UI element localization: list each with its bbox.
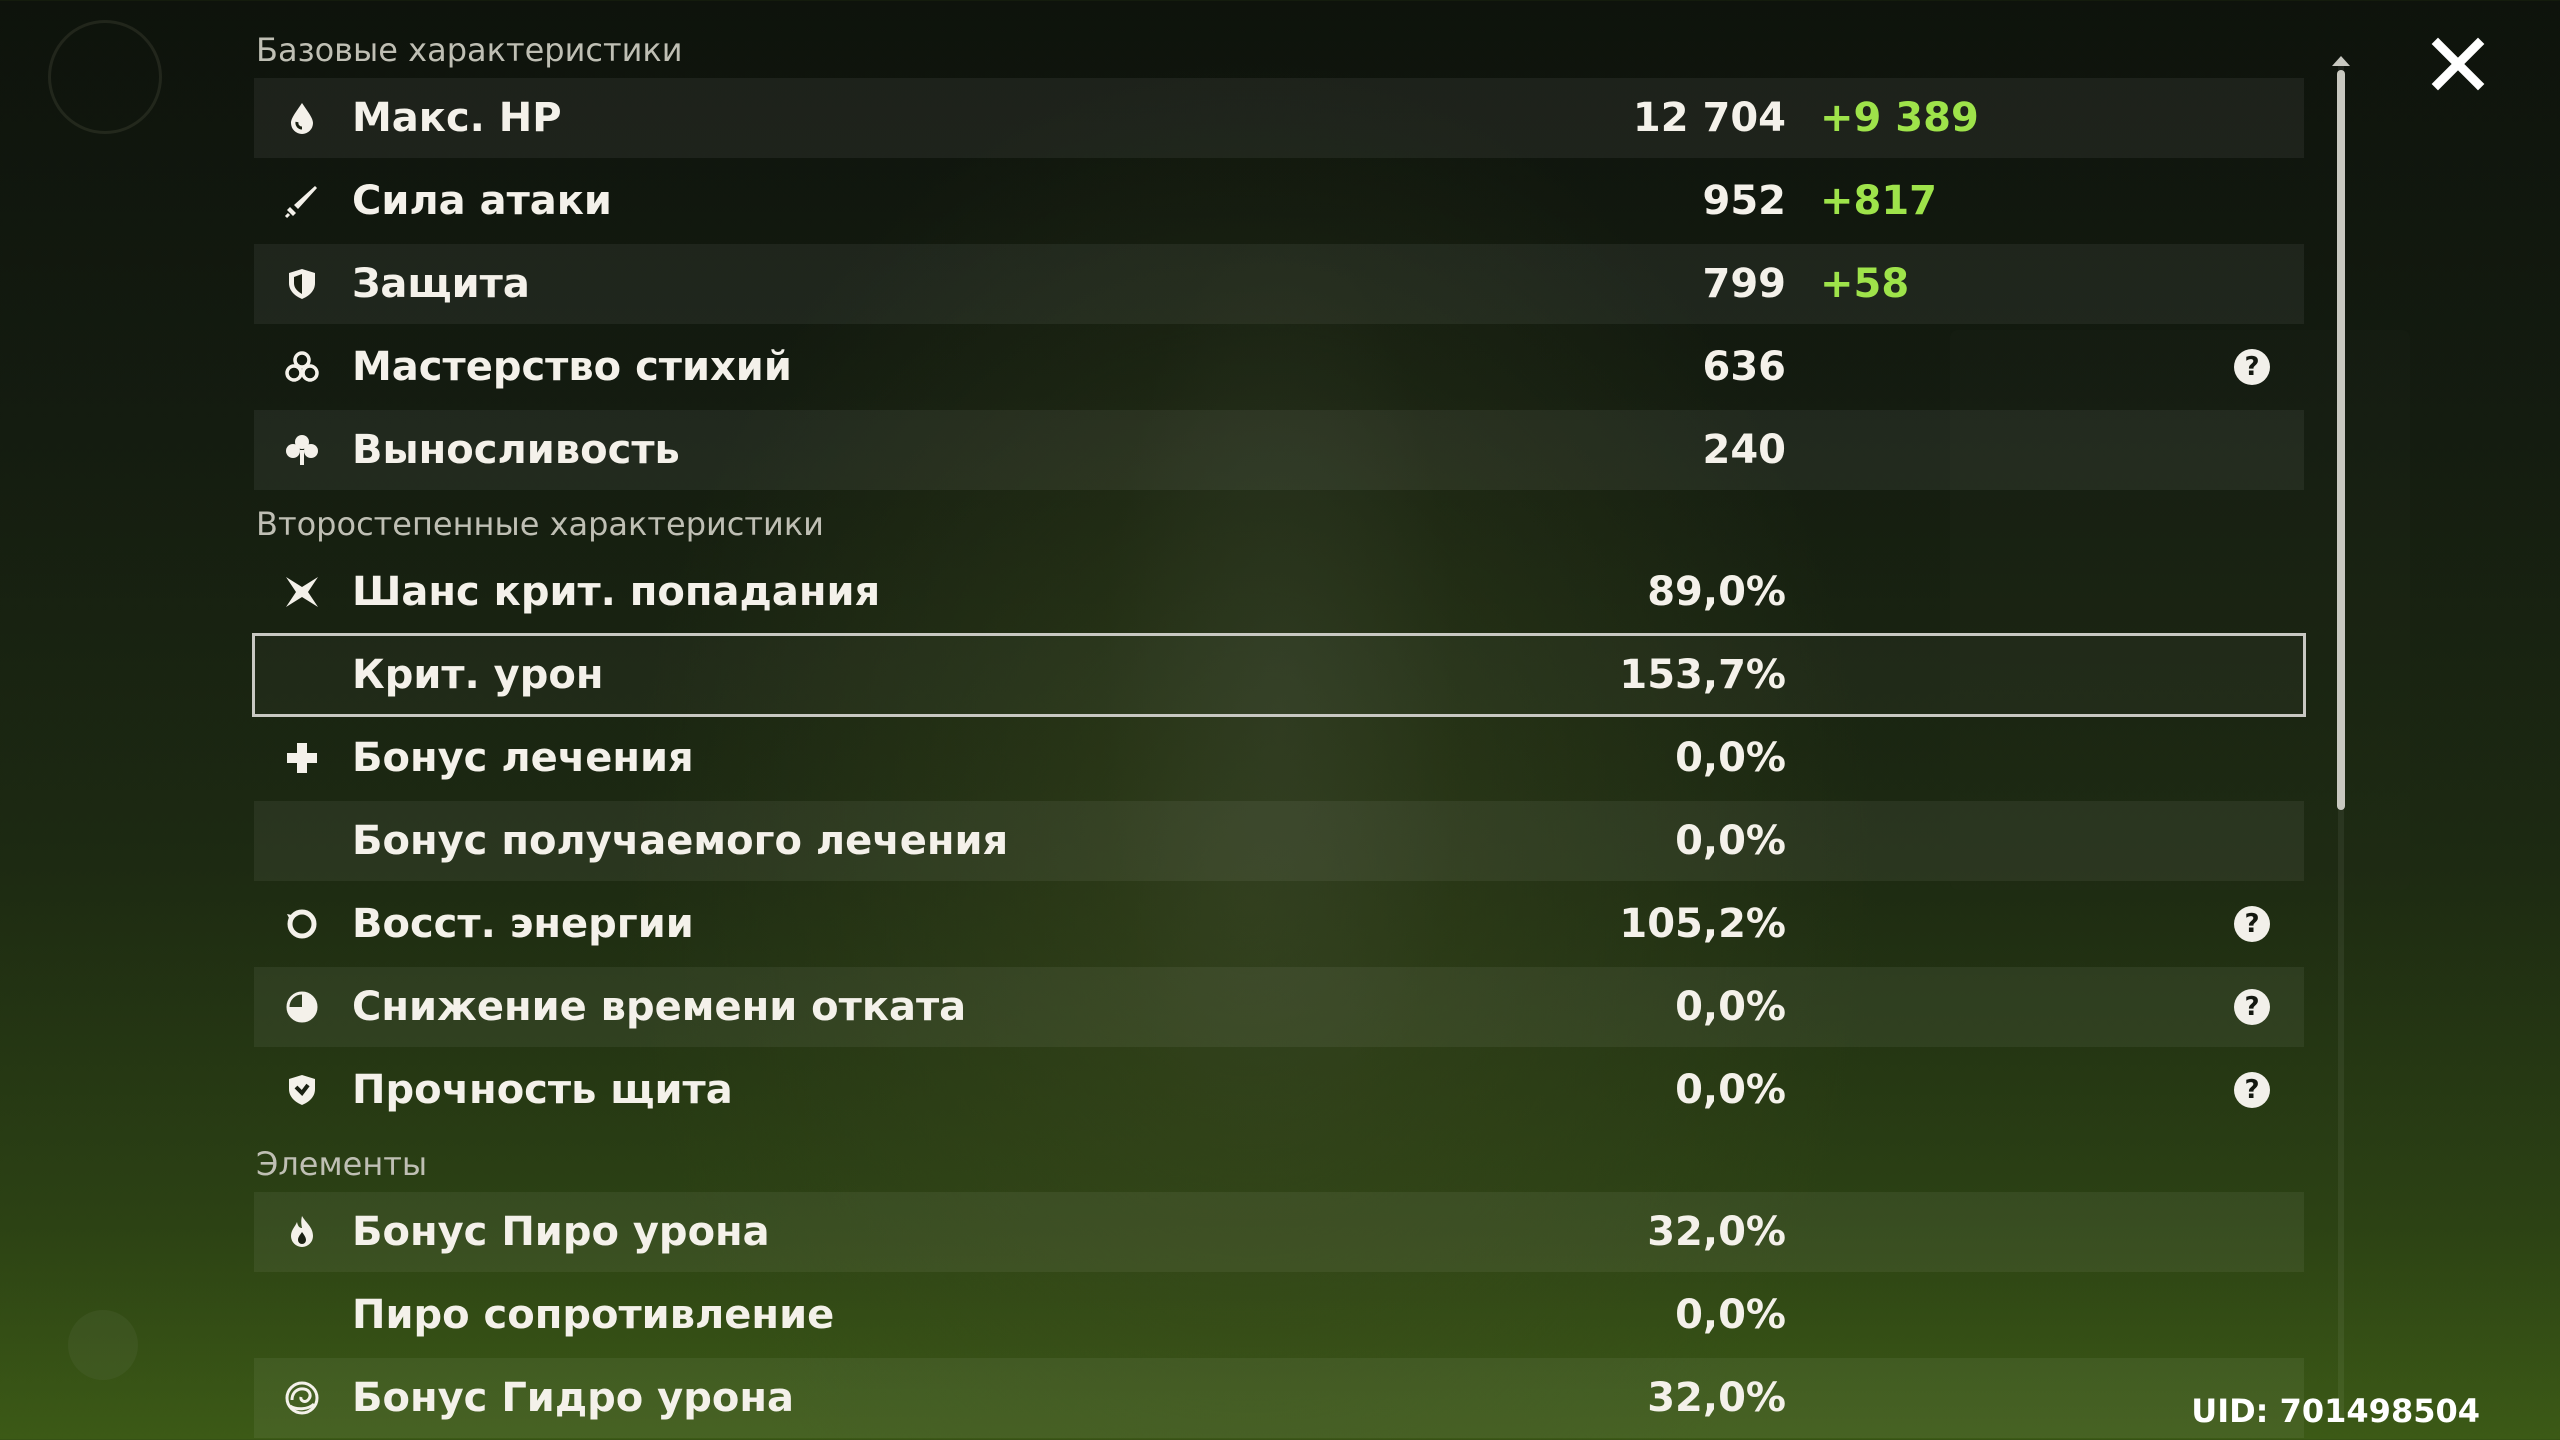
healing-cross-icon: [284, 740, 320, 776]
stat-bonus: +817: [1820, 178, 1938, 224]
stat-bonus: +58: [1820, 261, 1910, 307]
help-icon[interactable]: ?: [2234, 989, 2270, 1025]
hydro-icon: [284, 1380, 320, 1416]
stat-label: Мастерство стихий: [352, 344, 792, 390]
stat-label: Шанс крит. попадания: [352, 569, 881, 615]
stat-label: Снижение времени отката: [352, 984, 967, 1030]
sword-icon: [284, 183, 320, 219]
help-icon[interactable]: ?: [2234, 906, 2270, 942]
stat-value: 32,0%: [1647, 1209, 1786, 1255]
stat-value: 105,2%: [1619, 901, 1786, 947]
stat-row-pyro-dmg-bonus[interactable]: Бонус Пиро урона 32,0%: [254, 1192, 2304, 1272]
stat-row-hydro-dmg-bonus[interactable]: Бонус Гидро урона 32,0%: [254, 1358, 2304, 1438]
stat-value: 0,0%: [1675, 1067, 1786, 1113]
stat-label: Бонус Гидро урона: [352, 1375, 794, 1421]
scrollbar-thumb[interactable]: [2337, 70, 2345, 810]
background-character-silhouette: [1100, 220, 1460, 1220]
stat-label: Прочность щита: [352, 1067, 733, 1113]
stat-label: Защита: [352, 261, 530, 307]
stat-label: Бонус Пиро урона: [352, 1209, 770, 1255]
stat-label: Пиро сопротивление: [352, 1292, 835, 1338]
background-menu-icon: [68, 1310, 138, 1380]
stat-label: Выносливость: [352, 427, 680, 473]
stat-label: Бонус лечения: [352, 735, 694, 781]
stat-value: 240: [1702, 427, 1787, 473]
close-icon: [2431, 37, 2485, 91]
stat-row-energy-recharge[interactable]: Восст. энергии 105,2% ?: [254, 884, 2304, 964]
stat-value: 0,0%: [1675, 984, 1786, 1030]
stat-value: 0,0%: [1675, 1292, 1786, 1338]
stat-value: 799: [1702, 261, 1787, 307]
stat-label: Восст. энергии: [352, 901, 694, 947]
help-icon[interactable]: ?: [2234, 1072, 2270, 1108]
attributes-list: Базовые характеристики Макс. HP 12 704 +…: [252, 22, 2306, 1440]
stat-value: 12 704: [1632, 95, 1786, 141]
stat-row-cooldown-reduction[interactable]: Снижение времени отката 0,0% ?: [254, 967, 2304, 1047]
stat-row-crit-damage[interactable]: Крит. урон 153,7%: [252, 633, 2306, 717]
stat-bonus: +9 389: [1820, 95, 1979, 141]
close-button[interactable]: [2430, 36, 2486, 92]
stat-label: Макс. HP: [352, 95, 562, 141]
stat-row-crit-rate[interactable]: Шанс крит. попадания 89,0%: [254, 552, 2304, 632]
cooldown-icon: [284, 989, 320, 1025]
stat-label: Бонус получаемого лечения: [352, 818, 1009, 864]
background-emblem: [48, 20, 162, 134]
stat-row-elemental-mastery[interactable]: Мастерство стихий 636 ?: [254, 327, 2304, 407]
section-title-base: Базовые характеристики: [256, 31, 683, 69]
stat-row-shield-strength[interactable]: Прочность щита 0,0% ?: [254, 1050, 2304, 1130]
stat-row-defense[interactable]: Защита 799 +58: [254, 244, 2304, 324]
help-icon[interactable]: ?: [2234, 349, 2270, 385]
uid-label: UID: 701498504: [2191, 1392, 2480, 1430]
energy-recharge-icon: [284, 906, 320, 942]
shield-icon: [284, 266, 320, 302]
section-title-elements: Элементы: [256, 1145, 428, 1183]
stat-row-max-hp[interactable]: Макс. HP 12 704 +9 389: [254, 78, 2304, 158]
stat-row-stamina[interactable]: Выносливость 240: [254, 410, 2304, 490]
stat-label: Крит. урон: [352, 652, 604, 698]
shield-strength-icon: [284, 1072, 320, 1108]
stat-row-attack[interactable]: Сила атаки 952 +817: [254, 161, 2304, 241]
stat-row-pyro-resistance[interactable]: Пиро сопротивление 0,0%: [254, 1275, 2304, 1355]
drop-icon: [284, 100, 320, 136]
stat-label: Сила атаки: [352, 178, 612, 224]
stat-value: 0,0%: [1675, 818, 1786, 864]
stat-value: 89,0%: [1647, 569, 1786, 615]
elemental-mastery-icon: [284, 349, 320, 385]
stat-row-incoming-healing-bonus[interactable]: Бонус получаемого лечения 0,0%: [254, 801, 2304, 881]
stat-value: 952: [1702, 178, 1787, 224]
stat-value: 636: [1702, 344, 1787, 390]
pyro-icon: [284, 1214, 320, 1250]
stat-value: 0,0%: [1675, 735, 1786, 781]
crit-icon: [284, 574, 320, 610]
stat-value: 32,0%: [1647, 1375, 1786, 1421]
stamina-icon: [284, 432, 320, 468]
scroll-up-arrow-icon[interactable]: [2332, 56, 2350, 66]
stat-row-healing-bonus[interactable]: Бонус лечения 0,0%: [254, 718, 2304, 798]
section-title-advanced: Второстепенные характеристики: [256, 505, 824, 543]
stat-value: 153,7%: [1619, 652, 1786, 698]
background-character-panel: [1950, 330, 2410, 890]
